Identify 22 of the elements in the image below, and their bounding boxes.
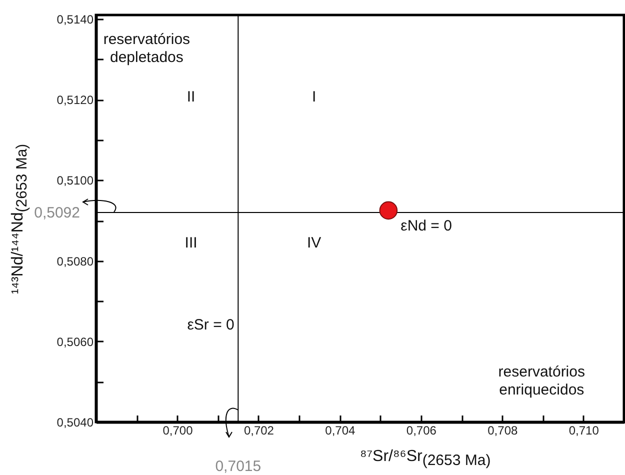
- y-tick-label: 0,5120: [56, 93, 94, 108]
- annotation: II: [186, 88, 196, 106]
- x-tick-label: 0,706: [406, 424, 437, 438]
- ref-line-label: 0,7015: [215, 458, 262, 475]
- y-tick-label: 0,5040: [56, 416, 94, 430]
- annotation: IV: [306, 234, 322, 252]
- x-tick-label: 0,702: [244, 424, 274, 438]
- x-tick-label: 0,708: [488, 424, 518, 438]
- annotation: I: [312, 88, 316, 106]
- y-tick-label: 0,5060: [56, 334, 94, 349]
- annotation: reservatórios enriquecidos: [498, 364, 585, 399]
- annotation: reservatórios depletados: [103, 31, 190, 66]
- x-tick-label: 0,704: [325, 424, 356, 438]
- y-tick-label: 0,5100: [56, 174, 94, 188]
- y-tick-label: 0,5140: [56, 12, 94, 27]
- annotation: III: [184, 234, 198, 252]
- ref-line-label: 0,5092: [34, 204, 80, 222]
- annotation: εNd = 0: [400, 218, 452, 234]
- x-tick-label: 0,710: [568, 424, 600, 438]
- y-tick-label: 0,5080: [56, 254, 94, 268]
- annotation: εSr = 0: [187, 316, 234, 334]
- x-tick-label: 0,700: [162, 424, 194, 438]
